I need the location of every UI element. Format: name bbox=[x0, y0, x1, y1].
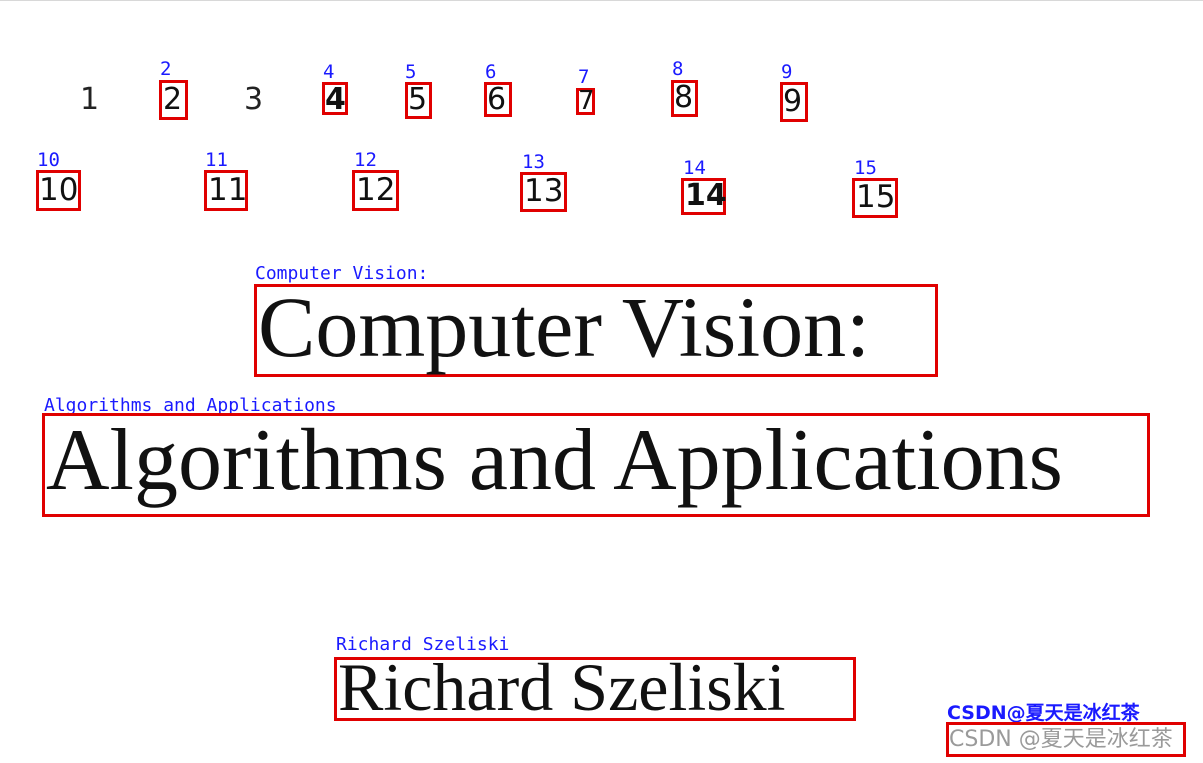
detection-box bbox=[780, 82, 808, 122]
detection-box bbox=[946, 722, 1186, 757]
detection-box bbox=[681, 178, 726, 215]
detection-text: 13 bbox=[524, 173, 564, 209]
detection-text: 4 bbox=[325, 82, 346, 117]
detection-text: 10 bbox=[39, 172, 79, 208]
detection-text: Richard Szeliski bbox=[338, 649, 786, 725]
detection-box bbox=[671, 80, 698, 117]
detection-box bbox=[405, 82, 432, 119]
detection-text: 8 bbox=[674, 80, 694, 115]
detection-text: 15 bbox=[856, 179, 896, 215]
detection-label: 9 bbox=[781, 61, 793, 83]
detection-box bbox=[159, 80, 188, 120]
detection-label: Algorithms and Applications bbox=[44, 395, 337, 416]
detection-label: 15 bbox=[854, 157, 877, 179]
detection-box bbox=[322, 82, 348, 115]
detection-text: Computer Vision: bbox=[258, 279, 870, 375]
plain-number-1: 1 bbox=[80, 82, 100, 117]
detection-label: 10 bbox=[37, 149, 60, 171]
detection-box bbox=[484, 82, 512, 117]
detection-text: 5 bbox=[408, 82, 428, 117]
detection-text: 6 bbox=[487, 82, 507, 117]
detection-text: Algorithms and Applications bbox=[46, 412, 1063, 509]
detection-box bbox=[520, 172, 567, 212]
detection-box bbox=[204, 170, 248, 211]
detection-box bbox=[334, 657, 856, 721]
detection-box bbox=[36, 170, 81, 211]
detection-label: Computer Vision: bbox=[255, 263, 429, 284]
detection-text: 7 bbox=[578, 86, 595, 116]
watermark-text: CSDN @夏天是冰红茶 bbox=[949, 727, 1173, 752]
detection-box bbox=[852, 178, 898, 218]
detection-box bbox=[352, 170, 399, 211]
detection-box bbox=[42, 413, 1150, 517]
detection-label: 6 bbox=[485, 61, 497, 83]
detection-label: CSDN@夏天是冰红茶 bbox=[947, 702, 1140, 724]
detection-label: 14 bbox=[683, 157, 706, 179]
detection-label: 8 bbox=[672, 58, 684, 80]
detection-text: 12 bbox=[356, 172, 396, 208]
detection-text: 11 bbox=[208, 172, 248, 208]
detection-label: Richard Szeliski bbox=[336, 634, 510, 655]
detection-text: 9 bbox=[783, 84, 803, 119]
detection-label: 13 bbox=[522, 151, 545, 173]
detection-label: 12 bbox=[354, 149, 377, 171]
detection-text: 14 bbox=[685, 178, 727, 213]
detection-box bbox=[254, 284, 938, 377]
detection-text: 2 bbox=[163, 82, 183, 117]
detection-label: 11 bbox=[205, 149, 228, 171]
detection-label: 2 bbox=[160, 58, 172, 80]
detection-label: 7 bbox=[578, 66, 590, 88]
detection-box bbox=[576, 88, 595, 115]
plain-number-3: 3 bbox=[244, 82, 264, 117]
detection-label: 4 bbox=[323, 61, 335, 83]
detection-label: 5 bbox=[405, 61, 417, 83]
